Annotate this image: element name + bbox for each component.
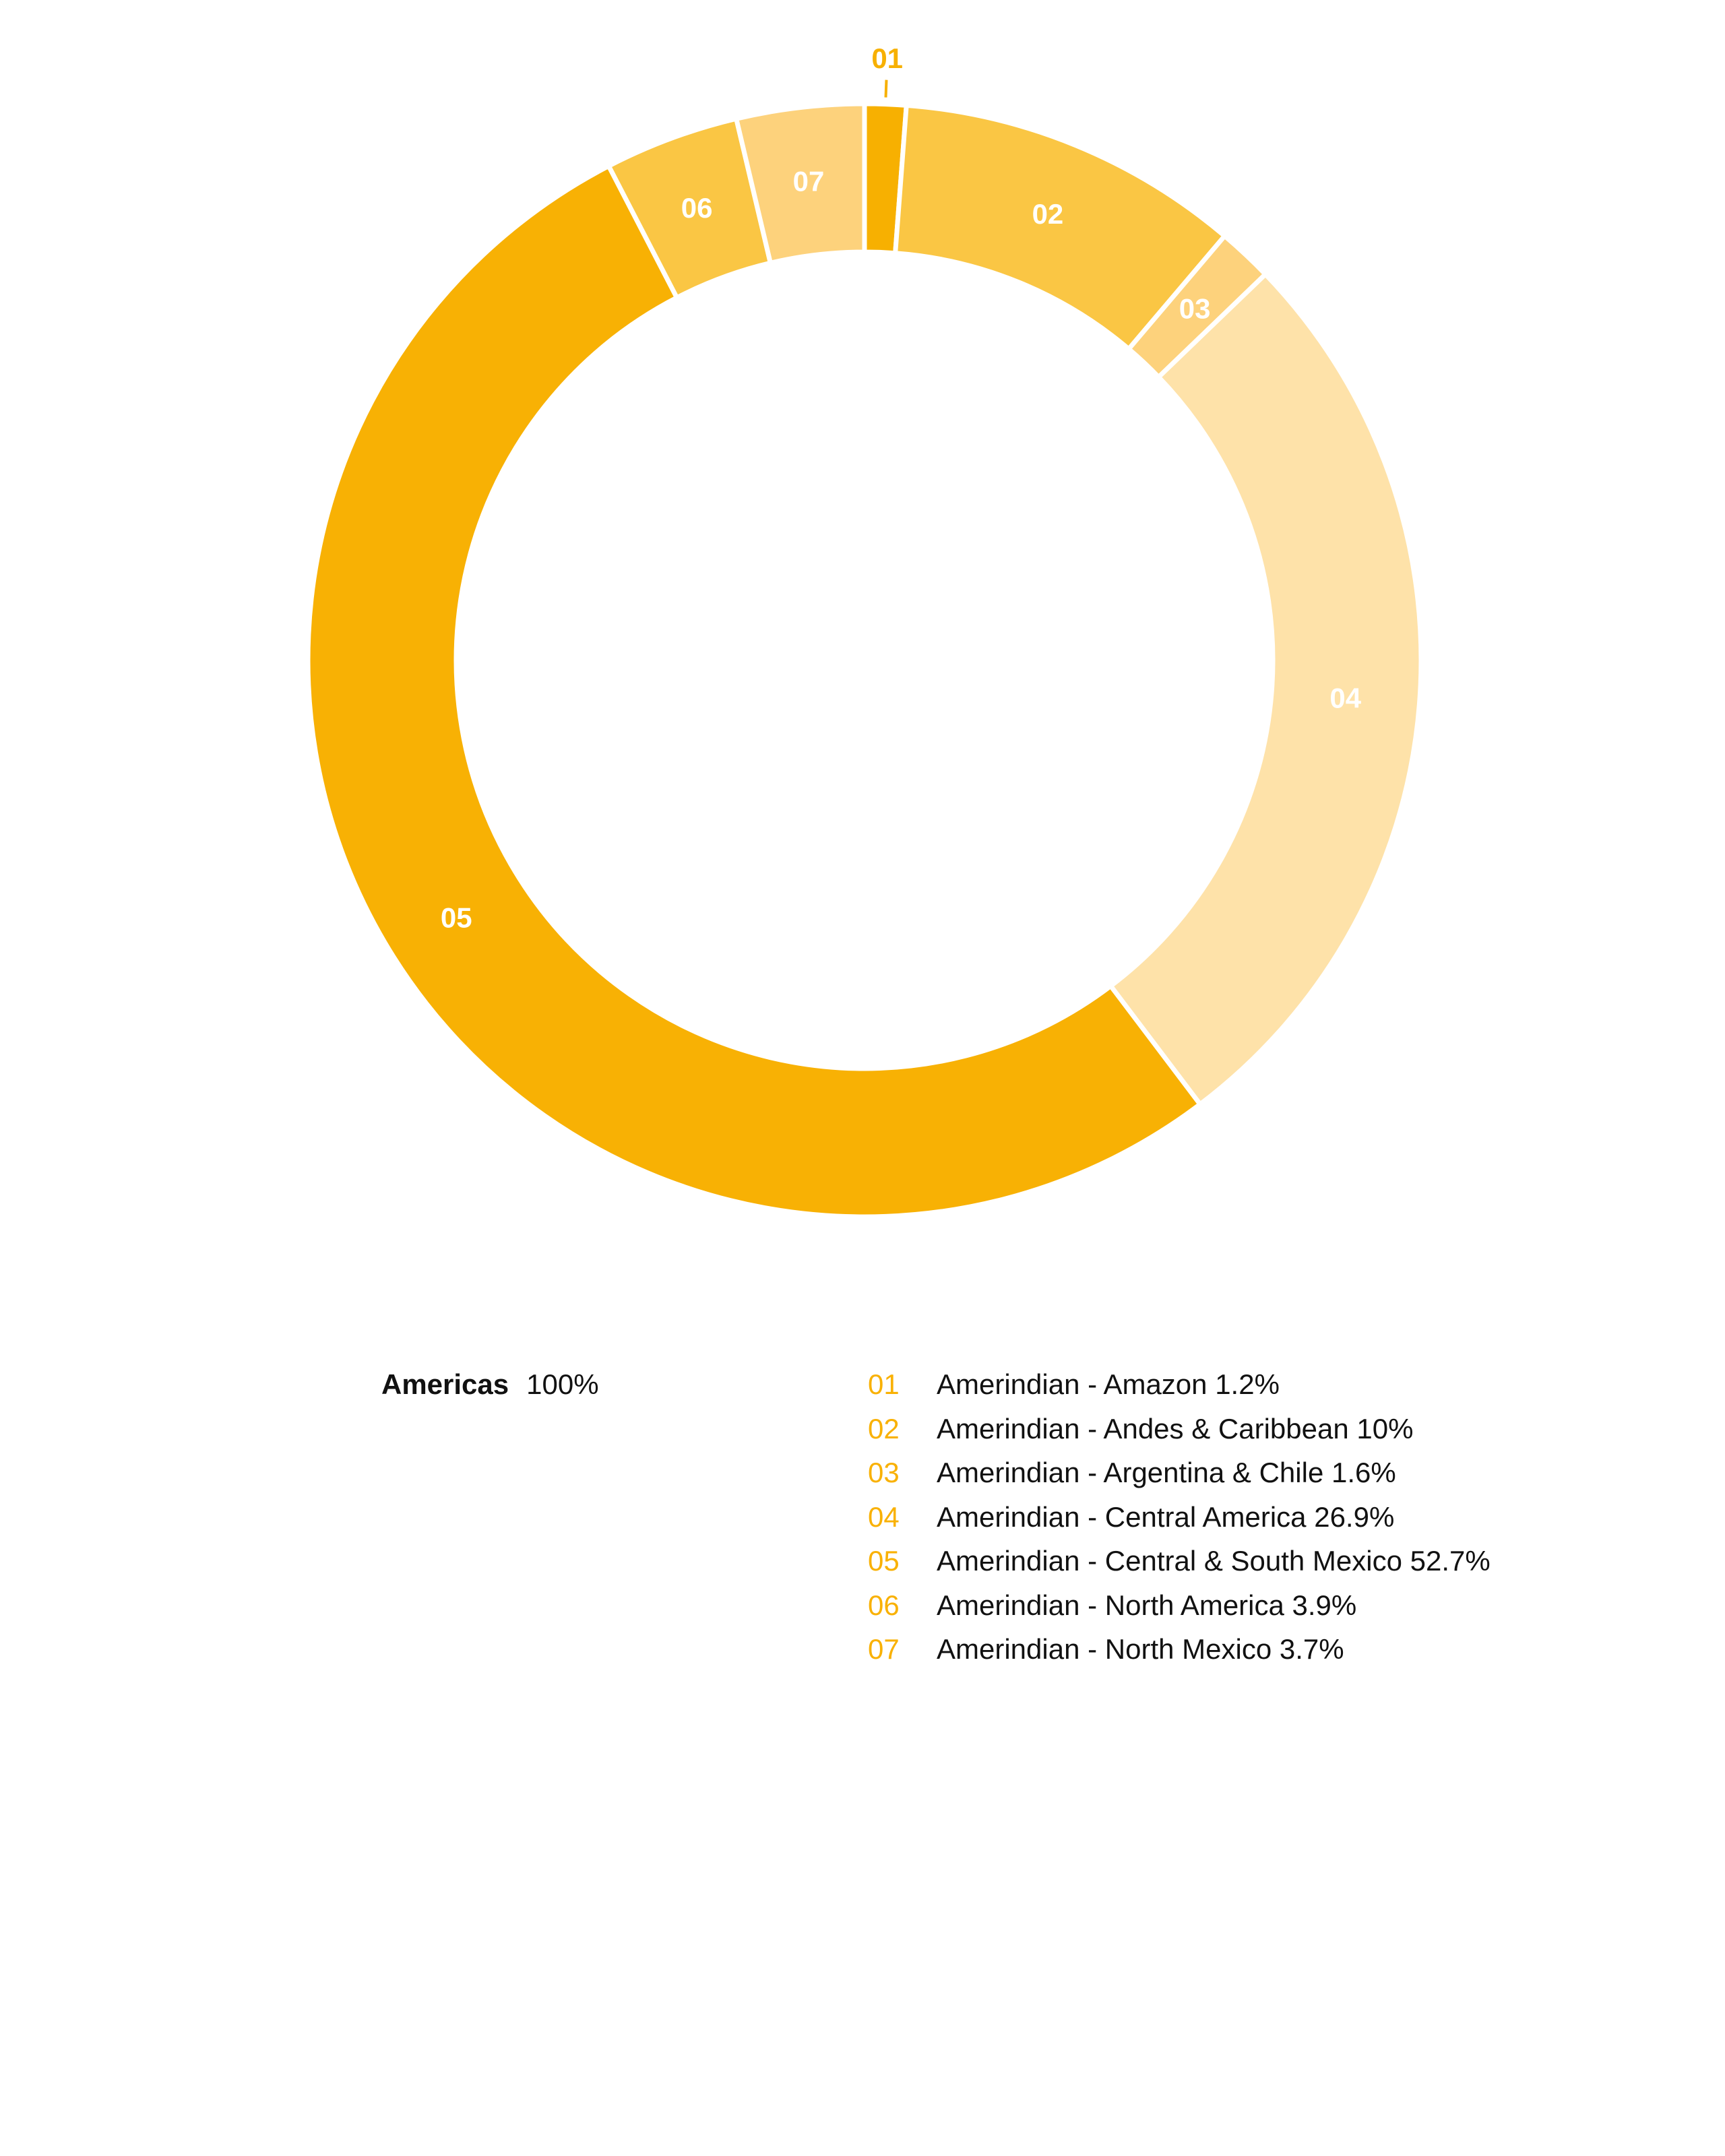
legend-number: 05 <box>868 1545 900 1577</box>
legend-label: Amerindian - Argentina & Chile 1.6% <box>937 1457 1396 1488</box>
legend-item: 03 Amerindian - Argentina & Chile 1.6% <box>868 1451 1491 1495</box>
legend-item: 04 Amerindian - Central America 26.9% <box>868 1495 1491 1540</box>
donut-slice-07 <box>733 101 867 266</box>
legend-label: Amerindian - Amazon 1.2% <box>937 1368 1280 1400</box>
legend-number: 04 <box>868 1500 900 1533</box>
legend-label: Amerindian - Central America 26.9% <box>937 1500 1395 1533</box>
legend-label: Amerindian - Central & South Mexico 52.7… <box>937 1545 1491 1577</box>
donut-slices <box>305 101 1424 1219</box>
legend-item: 07 Amerindian - North Mexico 3.7% <box>868 1627 1491 1672</box>
slice-leader-line-01 <box>884 80 888 98</box>
donut-slice-05 <box>305 162 1203 1219</box>
legend-item: 06 Amerindian - North America 3.9% <box>868 1583 1491 1628</box>
legend-number: 06 <box>868 1589 900 1621</box>
slice-label-03: 03 <box>1179 293 1211 325</box>
legend-number: 01 <box>868 1368 900 1400</box>
slice-label-01: 01 <box>871 42 903 74</box>
slice-label-02: 02 <box>1032 198 1064 230</box>
slice-label-04: 04 <box>1329 683 1361 714</box>
region-total: 100% <box>526 1368 599 1400</box>
donut-chart: 01 02 03 04 05 06 07 <box>305 42 1424 1219</box>
donut-slice-04 <box>1107 271 1424 1108</box>
slice-label-07: 07 <box>793 165 825 197</box>
legend-item: 05 Amerindian - Central & South Mexico 52… <box>868 1539 1491 1583</box>
slice-label-06: 06 <box>681 192 713 224</box>
legend-number: 02 <box>868 1412 900 1445</box>
legend-label: Amerindian - North America 3.9% <box>937 1589 1357 1621</box>
legend-item: 01 Amerindian - Amazon 1.2% <box>868 1362 1491 1407</box>
legend-label: Amerindian - Andes & Caribbean 10% <box>937 1412 1414 1445</box>
donut-labels: 01 02 03 04 05 06 07 <box>441 42 1362 933</box>
region-name: Americas <box>381 1368 509 1400</box>
region-summary: Americas 100% <box>381 1362 599 1407</box>
chart-legend: 01 Amerindian - Amazon 1.2% 02 Amerindian … <box>868 1362 1491 1672</box>
legend-number: 07 <box>868 1633 900 1665</box>
legend-number: 03 <box>868 1457 900 1488</box>
slice-label-05: 05 <box>441 901 472 933</box>
legend-label: Amerindian - North Mexico 3.7% <box>937 1633 1344 1665</box>
legend-item: 02 Amerindian - Andes & Caribbean 10% <box>868 1407 1491 1451</box>
